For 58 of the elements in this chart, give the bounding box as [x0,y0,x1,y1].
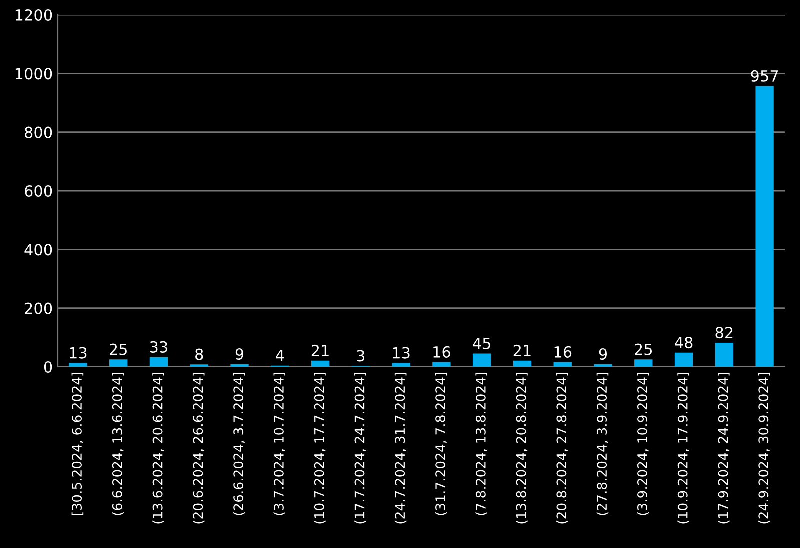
bar [432,362,451,367]
x-tick-label: (6.6.2024, 13.6.2024] [112,372,124,516]
x-tick-label: (17.7.2024, 24.7.2024] [354,372,366,524]
data-label: 3 [357,350,365,362]
bar [715,342,734,367]
data-label: 45 [473,338,490,350]
y-tick-label: 200 [25,302,52,314]
y-tick-label: 1000 [16,68,52,80]
x-tick-label: (24.7.2024, 31.7.2024] [394,372,407,524]
y-tick-label: 600 [25,185,52,198]
bar [472,354,492,367]
data-label: 33 [150,341,168,353]
x-tick-label: (7.8.2024, 13.8.2024] [476,372,488,516]
x-tick-label: (26.6.2024, 3.7.2024] [233,372,246,516]
x-tick-label: (24.9.2024, 30.9.2024] [758,372,770,524]
y-tick-label: 0 [44,361,52,374]
x-tick-label: (17.9.2024, 24.9.2024] [718,372,730,524]
data-label: 16 [434,346,450,358]
data-label: 48 [675,337,693,349]
bar [69,363,88,367]
y-tick-label: 800 [25,126,52,138]
x-tick-label: (10.7.2024, 17.7.2024] [314,372,326,524]
data-label: 82 [716,327,733,339]
data-label: 9 [236,348,244,360]
bar [554,362,572,367]
bar [109,360,128,367]
data-label: 25 [110,344,127,356]
x-tick-label: (13.6.2024, 20.6.2024] [152,372,164,524]
bar [230,364,249,367]
bar [756,86,774,367]
bar [674,352,694,367]
x-tick-label: (13.8.2024, 20.8.2024] [516,372,528,524]
x-tick-label: (3.7.2024, 10.7.2024] [274,372,286,516]
data-label: 13 [70,347,87,359]
data-label: 4 [276,350,284,362]
data-label: 8 [196,348,204,360]
bar [392,363,410,367]
bar [150,357,168,367]
bar [594,364,612,367]
y-tick-label: 400 [24,244,52,256]
bar [513,360,532,367]
x-tick-label: (31.7.2024, 7.8.2024] [435,372,448,516]
x-tick-label: (20.6.2024, 26.6.2024] [192,372,205,524]
data-label: 21 [514,344,531,356]
bar [311,360,330,367]
x-tick-label: [30.5.2024, 6.6.2024] [72,372,84,516]
data-label: 9 [599,348,608,360]
data-label: 21 [312,344,329,356]
x-tick-label: (27.8.2024, 3.9.2024] [596,372,609,516]
data-label: 13 [393,347,410,359]
data-label: 957 [751,70,778,82]
y-tick-label: 1200 [16,9,52,22]
x-tick-label: (20.8.2024, 27.8.2024] [556,372,568,524]
data-label: 16 [554,346,572,358]
x-tick-label: (3.9.2024, 10.9.2024] [637,372,650,516]
data-label: 25 [635,344,652,356]
bar [634,360,653,367]
x-tick-label: (10.9.2024, 17.9.2024] [678,372,690,524]
